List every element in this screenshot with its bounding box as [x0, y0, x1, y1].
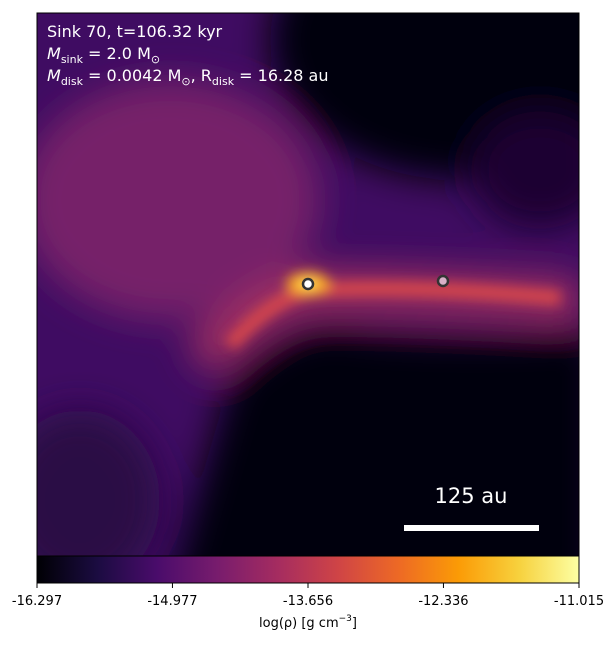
colorbar-axis: -16.297 -14.977 -13.656 -12.336 -11.015 log(ρ…: [12, 583, 604, 631]
scale-bar-label: 125 au: [435, 484, 508, 508]
colorbar-tick-label: -11.015: [554, 594, 604, 609]
colorbar-label-part: log(ρ) [g cm: [259, 616, 339, 631]
colorbar: [36, 555, 580, 584]
annotation-part: disk: [61, 75, 84, 88]
scale-bar: [404, 525, 539, 531]
annotation-part: = 2.0 M: [83, 44, 151, 63]
annotation-part: = 0.0042 M: [83, 66, 181, 85]
annotation-part: disk: [212, 75, 235, 88]
annotation-part: = 16.28 au: [234, 66, 328, 85]
annotation-part: ⊙: [151, 53, 160, 66]
annotation: Mdisk = 0.0042 M⊙, Rdisk = 16.28 au: [47, 66, 328, 88]
annotation: Sink 70, t=106.32 kyr: [47, 22, 223, 41]
annotation-part: , R: [191, 66, 212, 85]
colorbar-label-part: ]: [352, 616, 357, 631]
density-map: [37, 13, 579, 556]
sink-particle: [436, 274, 450, 288]
colorbar-label-part: −3: [339, 614, 352, 624]
annotation: Msink = 2.0 M⊙: [47, 44, 160, 66]
sink-particle: [301, 277, 315, 291]
annotation-part: sink: [61, 53, 84, 66]
annotation-part: M: [47, 66, 61, 85]
annotation-part: M: [47, 44, 61, 63]
annotation-part: Sink 70, t=106.32 kyr: [47, 22, 223, 41]
colorbar-tick-label: -13.656: [283, 594, 333, 609]
colorbar-tick-label: -12.336: [418, 594, 468, 609]
colorbar-tick-label: -14.977: [147, 594, 197, 609]
colorbar-label: log(ρ) [g cm−3]: [259, 614, 357, 631]
colorbar-tick-label: -16.297: [12, 594, 62, 609]
annotation-part: ⊙: [181, 75, 190, 88]
